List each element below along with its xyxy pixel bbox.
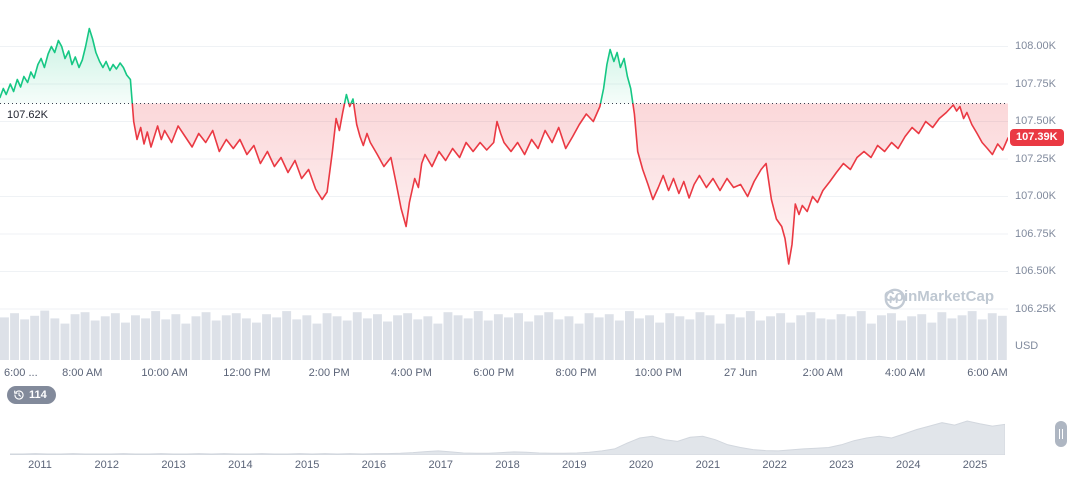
year-axis-label: 2013 (161, 459, 186, 471)
year-axis: 2011 2012 2013 2014 2015 2016 2017 2018 2019 2020… (0, 459, 1072, 477)
price-axis-label: 107.25K (1015, 152, 1056, 165)
handle-grip-icon (1059, 429, 1060, 439)
current-price-badge: 107.39K (1010, 129, 1064, 146)
main-chart-row: 107.62K CoinMarketCap 107.39K USD 108.00… (0, 0, 1072, 360)
price-axis-label: 108.00K (1015, 40, 1056, 52)
year-axis-label: 2021 (695, 459, 721, 471)
time-axis-label: 12:00 PM (223, 367, 271, 379)
time-axis-label: 6:00 ... (4, 367, 38, 379)
year-axis-label: 2025 (962, 459, 988, 471)
baseline-price-label: 107.62K (7, 108, 48, 121)
usd-label: USD (1015, 340, 1039, 352)
price-axis-label: 107.50K (1015, 115, 1056, 127)
year-axis-label: 2019 (562, 459, 587, 471)
range-navigator[interactable] (10, 413, 1067, 455)
time-axis-label: 4:00 AM (884, 367, 926, 379)
coinmarketcap-watermark: CoinMarketCap (883, 288, 994, 310)
price-line-chart[interactable] (0, 0, 1008, 360)
price-axis-label: 106.25K (1015, 302, 1056, 315)
handle-grip-icon (1062, 429, 1063, 439)
time-axis-label: 8:00 PM (555, 367, 597, 379)
price-axis-label: 106.75K (1015, 227, 1056, 240)
year-axis-label: 2011 (28, 459, 52, 471)
price-axis-label: 107.75K (1015, 77, 1056, 90)
history-icon (14, 390, 24, 400)
year-axis-label: 2018 (495, 459, 520, 471)
badge-row: 114 (0, 386, 1072, 410)
time-axis-label: 10:00 AM (141, 367, 188, 379)
year-axis-label: 2020 (628, 459, 654, 471)
time-axis: 6:00 ... 8:00 AM 10:00 AM 12:00 PM 2:00 PM 4:… (0, 367, 1072, 383)
time-axis-label: 4:00 PM (390, 367, 432, 379)
history-badge[interactable]: 114 (7, 386, 56, 404)
year-axis-label: 2012 (94, 459, 120, 471)
time-axis-label: 6:00 PM (473, 367, 515, 379)
price-axis-label: 106.50K (1015, 265, 1056, 277)
time-axis-label: 6:00 AM (967, 367, 1008, 379)
time-axis-label: 10:00 PM (634, 367, 682, 379)
year-axis-label: 2024 (895, 459, 921, 471)
watermark-text: CoinMarketCap (883, 288, 994, 305)
coinmarketcap-logo-icon (884, 288, 906, 310)
year-axis-label: 2023 (829, 459, 854, 471)
year-axis-label: 2014 (228, 459, 253, 471)
time-axis-label: 27 Jun (724, 367, 758, 379)
history-count: 114 (29, 389, 47, 401)
year-axis-label: 2022 (762, 459, 787, 471)
time-axis-label: 2:00 AM (802, 367, 844, 379)
year-axis-label: 2016 (361, 459, 387, 471)
year-axis-label: 2017 (428, 459, 453, 471)
time-axis-label: 2:00 PM (308, 367, 350, 379)
navigator-chart[interactable] (10, 413, 1005, 455)
main-chart[interactable]: 107.62K CoinMarketCap (0, 0, 1008, 360)
year-axis-label: 2015 (294, 459, 320, 471)
navigator-handle[interactable] (1055, 421, 1067, 447)
time-axis-label: 8:00 AM (62, 367, 103, 379)
price-axis-label: 107.00K (1015, 190, 1056, 202)
price-axis: 107.39K USD 108.00K 107.75K 107.50K 107.25K… (1008, 0, 1072, 360)
